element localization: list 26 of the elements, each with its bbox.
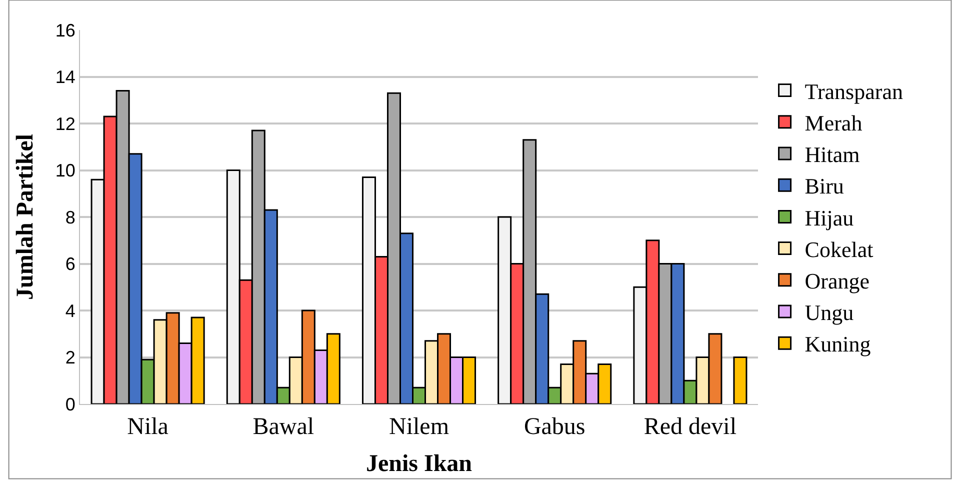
y-tick-label: 14: [55, 67, 76, 88]
y-tick-label: 12: [55, 114, 76, 134]
legend-label: Orange: [804, 268, 870, 294]
x-tick-label: Red devil: [644, 414, 737, 440]
x-tick-label: Gabus: [524, 414, 586, 440]
y-tick-label: 8: [65, 207, 76, 228]
legend-label: Merah: [804, 110, 862, 136]
x-axis-title: Jenis Ikan: [366, 451, 472, 478]
y-axis-title: Jumlah Partikel: [12, 134, 38, 300]
y-tick-label: 16: [55, 20, 76, 40]
legend-label: Ungu: [804, 300, 854, 326]
legend-label: Hitam: [804, 142, 860, 168]
x-tick-label: Nilem: [389, 414, 450, 440]
y-tick-label: 0: [65, 394, 76, 414]
y-tick-label: 6: [65, 254, 76, 274]
x-tick-label: Nila: [127, 414, 169, 440]
y-tick-label: 10: [55, 160, 76, 181]
legend-label: Transparan: [804, 78, 903, 104]
legend-label: Kuning: [804, 332, 871, 357]
legend-label: Hijau: [804, 205, 854, 230]
y-tick-label: 2: [65, 348, 76, 368]
y-tick-label: 4: [65, 300, 76, 321]
legend-label: Cokelat: [804, 236, 874, 262]
bar: [733, 356, 748, 404]
x-tick-label: Bawal: [252, 414, 314, 440]
legend-label: Biru: [804, 174, 844, 199]
